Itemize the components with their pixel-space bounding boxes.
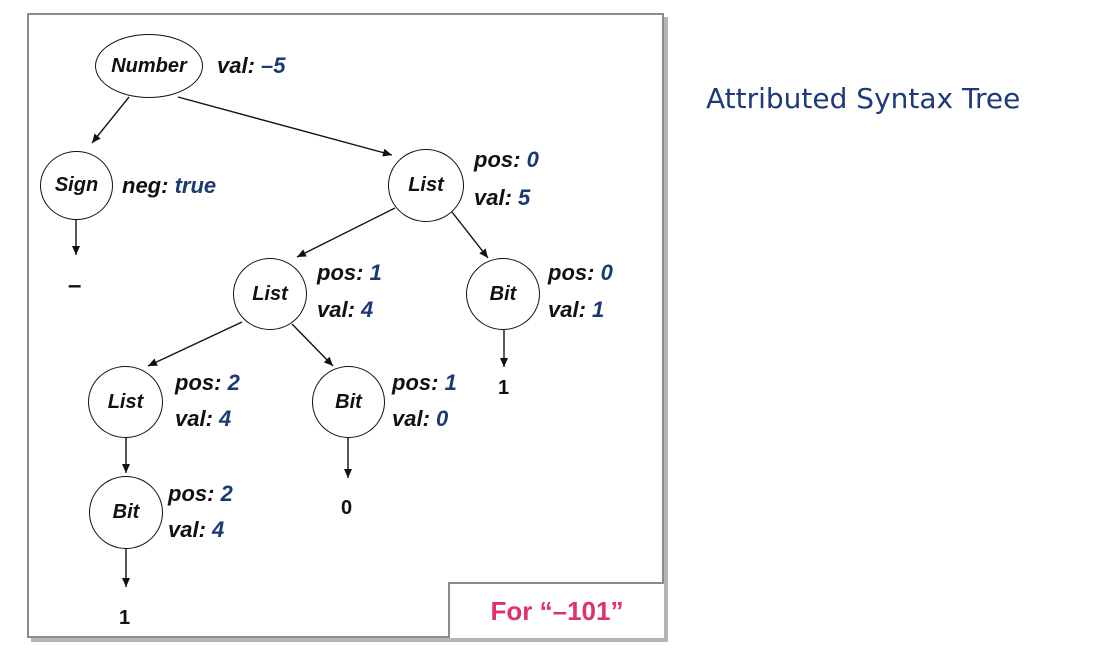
edge-list1-bit1	[291, 323, 334, 367]
node-bit-pos1: Bit	[312, 366, 385, 438]
edge-number-sign	[91, 96, 130, 144]
attr-list1-pos: pos: 1	[317, 260, 382, 285]
slide-title: Attributed Syntax Tree	[706, 82, 1021, 115]
attr-list0-val: val: 5	[474, 185, 531, 210]
node-list-pos2: List	[88, 366, 163, 438]
attr-bit2-val: val: 4	[168, 517, 225, 542]
attr-bit1-val: val: 0	[392, 406, 449, 431]
node-sign: Sign	[40, 151, 113, 220]
node-list-pos1: List	[233, 258, 307, 330]
attr-bit2-pos: pos: 2	[168, 481, 233, 506]
attr-sign-neg: neg: true	[122, 173, 217, 198]
attr-list1-val: val: 4	[317, 297, 374, 322]
attr-bit0-val: val: 1	[548, 297, 605, 322]
attr-bit0-pos: pos: 0	[548, 260, 613, 285]
edge-list1-list2	[147, 321, 243, 367]
leaf-bit-pos0: 1	[498, 377, 510, 399]
node-list-pos0: List	[388, 149, 464, 222]
edge-list0-bit0	[451, 211, 489, 259]
node-bit-pos0: Bit	[466, 258, 540, 330]
input-caption: For “–101”	[448, 582, 664, 638]
attr-number-val: val: –5	[217, 53, 286, 78]
leaf-bit-pos2: 1	[119, 607, 131, 629]
leaf-bit-pos1: 0	[341, 497, 353, 519]
node-bit-pos2: Bit	[89, 476, 163, 549]
edge-list0-list1	[296, 207, 396, 258]
attr-list0-pos: pos: 0	[474, 147, 539, 172]
attr-bit1-pos: pos: 1	[392, 370, 457, 395]
edge-number-list0	[177, 96, 393, 157]
attr-list2-val: val: 4	[175, 406, 232, 431]
leaf-sign: –	[68, 272, 82, 299]
attr-list2-pos: pos: 2	[175, 370, 240, 395]
node-number: Number	[95, 34, 203, 98]
